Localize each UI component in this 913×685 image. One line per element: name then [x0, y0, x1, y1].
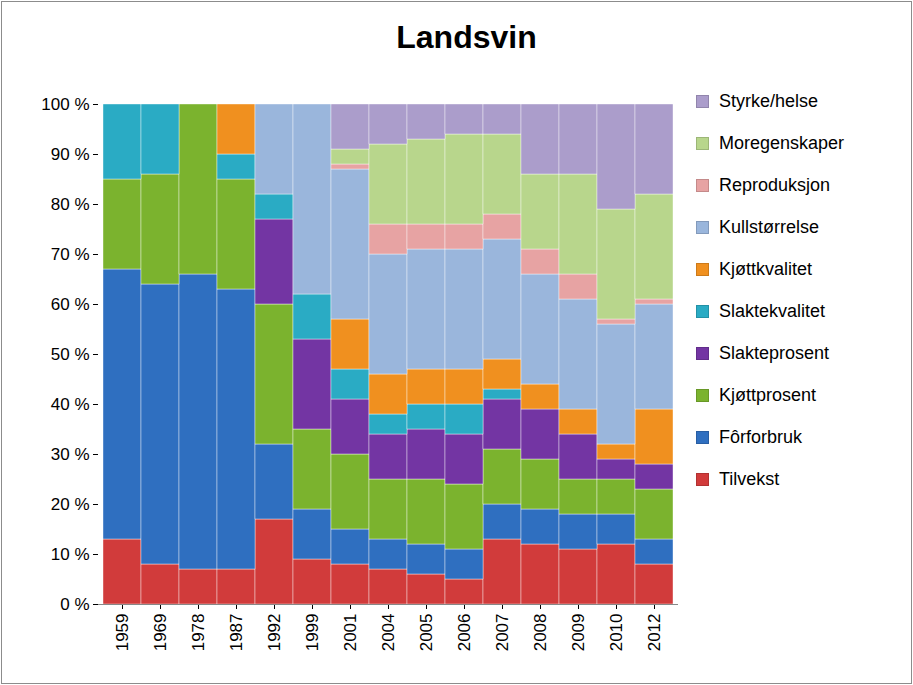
svg-text:1959: 1959	[113, 614, 132, 652]
svg-text:2006: 2006	[455, 614, 474, 652]
html-text:Moregenskaper: Moregenskaper	[719, 132, 845, 153]
html-text:Kjøttkvalitet: Kjøttkvalitet	[719, 258, 812, 279]
svg-text:2007: 2007	[493, 614, 512, 652]
svg-text:2005: 2005	[417, 614, 436, 652]
svg-text:90 %: 90 %	[51, 145, 90, 164]
svg-text:100 %: 100 %	[41, 95, 89, 114]
html-text:Slaktekvalitet: Slaktekvalitet	[719, 300, 826, 321]
html-text:Fôrforbruk: Fôrforbruk	[719, 426, 802, 447]
svg-text:50 %: 50 %	[51, 345, 90, 364]
html-text:Slakteprosent: Slakteprosent	[719, 342, 830, 363]
svg-text:2004: 2004	[379, 614, 398, 652]
svg-text:1978: 1978	[189, 614, 208, 652]
svg-text:10 %: 10 %	[51, 545, 90, 564]
svg-text:40 %: 40 %	[51, 395, 90, 414]
svg-text:20 %: 20 %	[51, 495, 90, 514]
html-text:Reproduksjon: Reproduksjon	[719, 174, 831, 195]
html-text:Kjøttprosent: Kjøttprosent	[719, 384, 816, 405]
svg-text:1999: 1999	[303, 614, 322, 652]
svg-text:2010: 2010	[607, 614, 626, 652]
svg-text:1987: 1987	[227, 614, 246, 652]
svg-text:2001: 2001	[341, 614, 360, 652]
svg-text:70 %: 70 %	[51, 245, 90, 264]
svg-text:60 %: 60 %	[51, 295, 90, 314]
svg-text:0 %: 0 %	[60, 595, 89, 614]
html-text:Kullstørrelse: Kullstørrelse	[719, 216, 819, 237]
svg-text:80 %: 80 %	[51, 195, 90, 214]
html-text:Landsvin: Landsvin	[396, 19, 537, 55]
html-text:Tilvekst: Tilvekst	[719, 468, 780, 489]
html-text:Styrke/helse: Styrke/helse	[719, 90, 818, 111]
svg-text:1992: 1992	[265, 614, 284, 652]
svg-text:2009: 2009	[569, 614, 588, 652]
svg-text:1969: 1969	[151, 614, 170, 652]
svg-text:2012: 2012	[645, 614, 664, 652]
svg-text:2008: 2008	[531, 614, 550, 652]
svg-text:30 %: 30 %	[51, 445, 90, 464]
